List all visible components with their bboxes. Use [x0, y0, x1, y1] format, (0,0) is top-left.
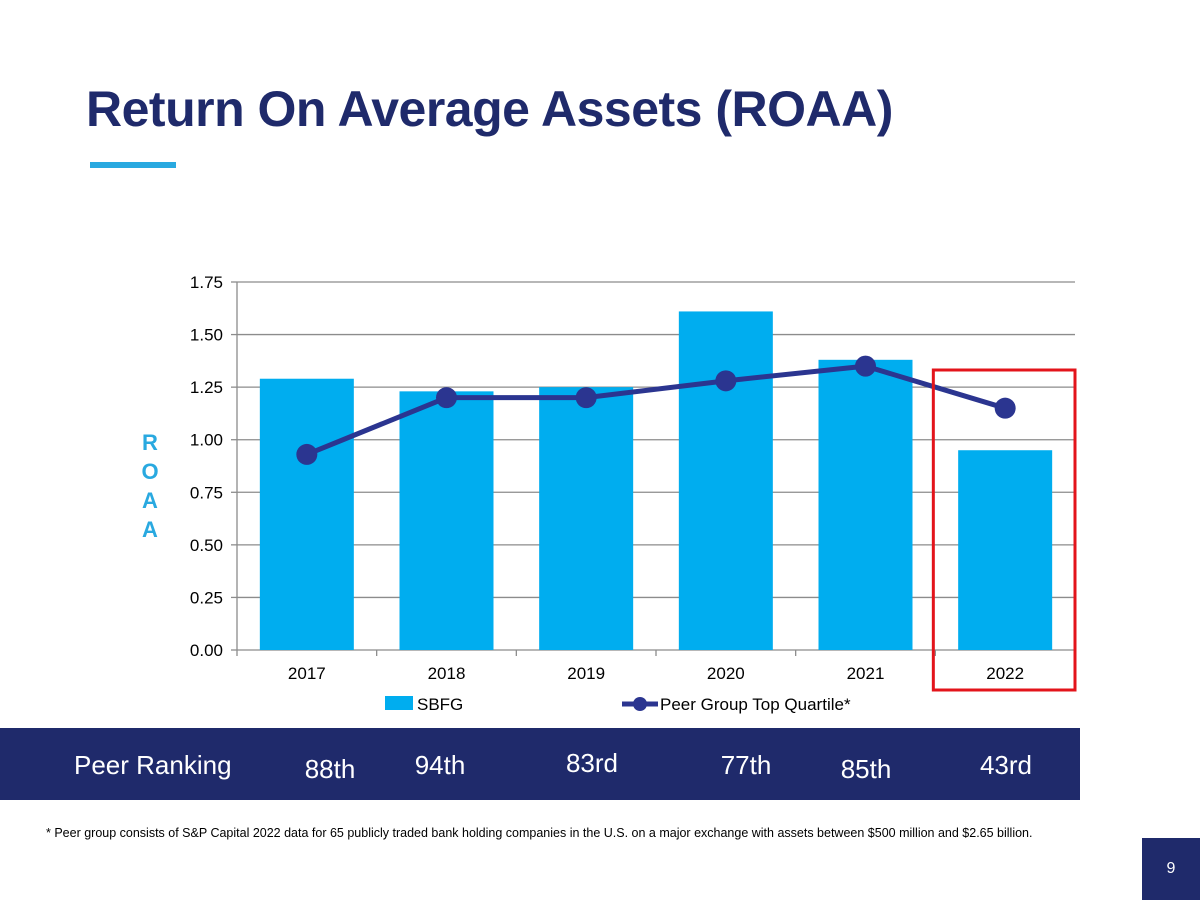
peer-line — [305, 363, 1006, 457]
peer-ranking-value: 85th — [840, 754, 892, 784]
peer-point — [575, 387, 597, 409]
y-axis-label-letter: R — [142, 430, 158, 455]
x-tick-label: 2022 — [986, 664, 1024, 683]
title-underline — [90, 162, 176, 168]
y-tick-label: 1.00 — [190, 431, 223, 450]
legend-label: SBFG — [417, 695, 463, 714]
y-tick-label: 1.75 — [190, 273, 223, 292]
bar-sbfg — [958, 450, 1053, 650]
x-tick-label: 2021 — [847, 664, 885, 683]
peer-point — [855, 355, 876, 377]
y-axis-label: R O A A — [140, 428, 160, 544]
peer-point — [296, 443, 318, 465]
y-axis-label-letter: A — [142, 488, 158, 513]
peer-ranking-bar: Peer Ranking 88th 94th 83rd 77th 85th 43… — [0, 728, 1080, 800]
peer-point — [994, 397, 1016, 419]
bar-sbfg — [259, 378, 354, 650]
peer-ranking-value: 83rd — [565, 748, 619, 778]
peer-point — [715, 370, 737, 392]
y-tick-label: 1.25 — [190, 378, 223, 397]
x-tick-label: 2019 — [567, 664, 605, 683]
legend-swatch-peer-point — [633, 697, 647, 711]
peer-point — [436, 387, 457, 409]
y-tick-label: 0.25 — [190, 588, 223, 607]
y-tick-label: 0.75 — [190, 483, 223, 502]
footnote: * Peer group consists of S&P Capital 202… — [46, 826, 1033, 840]
peer-ranking-label: Peer Ranking — [74, 750, 232, 780]
x-tick-label: 2020 — [707, 664, 745, 683]
peer-ranking-value: 77th — [720, 750, 772, 780]
highlight-box — [931, 368, 1077, 692]
page-number: 9 — [1142, 838, 1200, 900]
y-tick-label: 0.50 — [190, 536, 223, 555]
y-tick-label: 1.50 — [190, 326, 223, 345]
peer-ranking-value: 94th — [414, 750, 466, 780]
y-tick-label: 0.00 — [190, 641, 223, 660]
legend-swatch-sbfg — [385, 696, 413, 710]
y-axis-label-letter: O — [141, 459, 159, 484]
bar-sbfg — [399, 391, 494, 650]
x-tick-label: 2018 — [428, 664, 466, 683]
legend-label: Peer Group Top Quartile* — [660, 695, 851, 714]
bar-sbfg — [678, 311, 773, 650]
bar-sbfg — [818, 359, 913, 650]
x-tick-label: 2017 — [288, 664, 326, 683]
page-title: Return On Average Assets (ROAA) — [86, 81, 893, 137]
peer-ranking-value: 88th — [304, 754, 356, 784]
bar-sbfg — [539, 387, 634, 650]
y-axis-label-letter: A — [142, 517, 158, 542]
peer-ranking-value: 43rd — [979, 750, 1033, 780]
